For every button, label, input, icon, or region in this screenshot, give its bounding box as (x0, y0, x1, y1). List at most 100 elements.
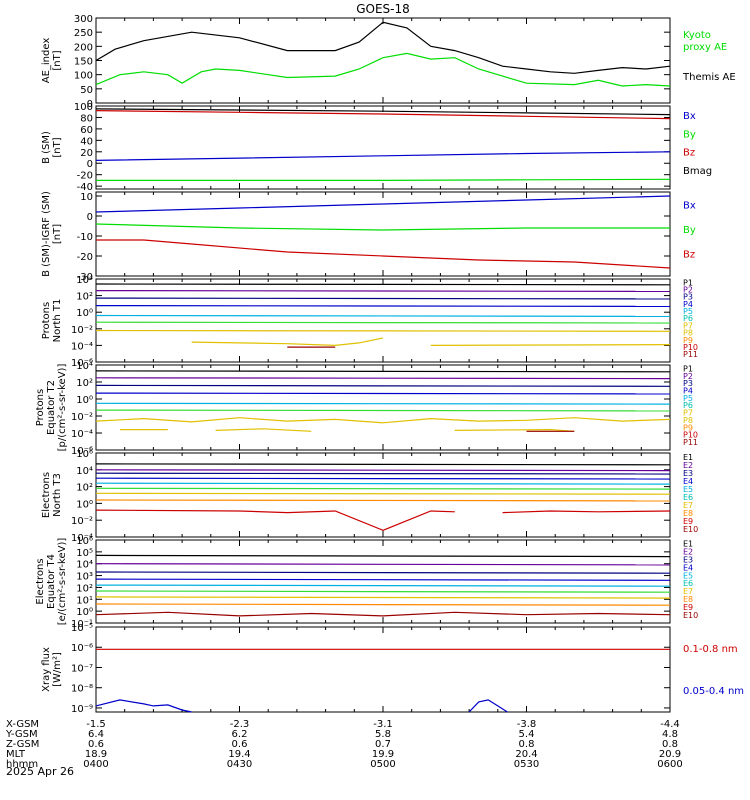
legend-entry: P1 (683, 278, 693, 287)
series-p6 (95, 409, 671, 412)
y-axis-label: Electrons (35, 558, 46, 604)
y-axis-label: B (SM)-IGRF (SM) (41, 191, 52, 277)
legend-entry: Bx (683, 111, 696, 122)
orbit-row-value: 20.4 (515, 749, 537, 760)
y-axis-label: AE_index (41, 38, 52, 84)
legend-entry: Themis AE (682, 72, 736, 83)
date-label: 2025 Apr 26 (6, 765, 74, 778)
y-tick-label: 250 (74, 28, 93, 39)
y-tick-label: 10⁻⁶ (71, 643, 93, 654)
y-tick-label: 10⁻⁷ (71, 663, 93, 674)
y-tick-label: -30 (77, 272, 93, 283)
legend-entry: Bz (683, 250, 695, 261)
y-axis-label: B (SM) (41, 131, 52, 164)
orbit-row-value: -1.5 (86, 719, 106, 730)
y-tick-label: 10² (76, 483, 93, 494)
series-bz (96, 239, 671, 269)
y-tick-label: 20 (80, 148, 93, 159)
orbit-row-value: 5.4 (519, 729, 535, 740)
legend-entry: E5 (683, 571, 693, 580)
series-e7 (95, 596, 671, 599)
legend-entry: 0.05-0.4 nm (683, 686, 744, 697)
y-tick-label: 10⁻⁶ (71, 446, 93, 457)
series-bmag (95, 108, 671, 116)
orbit-row-value: 0600 (657, 759, 682, 770)
orbit-row-value: -2.3 (230, 719, 250, 730)
orbit-row-label: Y-GSM (5, 729, 38, 740)
y-tick-label: 10 (80, 192, 93, 203)
y-axis-label: [nT] (52, 224, 63, 244)
series-p7 (95, 329, 671, 332)
orbit-row-value: -3.1 (373, 719, 393, 730)
series-p9b (215, 428, 312, 432)
legend-entry: Bz (683, 148, 695, 159)
orbit-row-value: 5.8 (375, 729, 391, 740)
legend-entry: P1 (683, 364, 693, 373)
series-p4 (95, 392, 671, 395)
orbit-row-value: 19.4 (228, 749, 250, 760)
y-tick-label: 10⁻⁶ (71, 358, 93, 369)
legend-entry: E2 (683, 461, 693, 470)
y-axis-label: North T1 (52, 299, 63, 343)
y-tick-label: 10⁻⁸ (71, 684, 93, 695)
y-tick-label: 10⁻⁴ (71, 429, 93, 440)
legend-entry: E6 (683, 493, 693, 502)
legend-entry: P3 (683, 379, 693, 388)
legend-entry: E9 (683, 517, 693, 526)
y-axis-label: [e/(cm²-s-sr-keV)] (57, 538, 68, 626)
series-e2 (95, 469, 671, 472)
panel-pe: 10⁻⁶ 10⁻⁴ 10⁻² 10⁰ 10² 10⁴ Protons Equator T2 [p… (35, 361, 698, 457)
y-tick-label: 10⁻² (71, 325, 93, 336)
y-tick-label: 10⁶ (76, 536, 93, 547)
orbit-row-value: 0430 (227, 759, 252, 770)
y-tick-label: 150 (74, 57, 93, 68)
series-e3 (95, 472, 671, 475)
y-axis-label: Protons (35, 389, 46, 426)
y-tick-label: 10⁻² (71, 516, 93, 527)
y-tick-label: 10¹ (76, 595, 93, 606)
legend-entry: P10 (683, 431, 698, 440)
legend-entry: P3 (683, 293, 693, 302)
panel-frame (95, 626, 671, 713)
panel-frame (95, 105, 671, 190)
legend-entry: P7 (683, 321, 693, 330)
series-themis-ae (95, 21, 671, 74)
series-p1 (95, 283, 671, 286)
y-tick-label: 50 (80, 85, 93, 96)
y-tick-label: 300 (74, 14, 93, 25)
legend-entry: E2 (683, 548, 693, 557)
legend-entry: proxy AE (683, 42, 727, 53)
y-tick-label: 10⁻⁵ (71, 623, 93, 634)
series-p3 (95, 297, 671, 300)
y-axis-label: Equator T2 (46, 380, 57, 435)
series-p5 (95, 314, 671, 317)
y-tick-label: 10⁰ (76, 395, 93, 406)
legend-entry: E5 (683, 485, 693, 494)
orbit-row-label: Z-GSM (6, 739, 39, 750)
legend-entry: E7 (683, 587, 693, 596)
series-e6 (95, 590, 671, 593)
legend-entry: E9 (683, 603, 693, 612)
y-tick-label: -10 (77, 232, 93, 243)
series-e6 (95, 487, 671, 490)
y-tick-label: 80 (80, 113, 93, 124)
legend-entry: Kyoto (683, 30, 711, 41)
orbit-row-value: 4.8 (662, 729, 678, 740)
legend-entry: P6 (683, 314, 693, 323)
y-tick-label: 10⁴ (76, 560, 93, 571)
series-p5 (95, 402, 671, 405)
series-e1 (95, 554, 671, 558)
orbit-table: X-GSM -1.5 -2.3 -3.1 -3.8 -4.4 Y-GSM 6.4 6.2 5.8 5… (5, 719, 683, 770)
series-e9 (95, 611, 671, 617)
legend-entry: P2 (683, 285, 693, 294)
y-axis-label: [W/m²] (52, 652, 63, 687)
orbit-row-value: 0.8 (662, 739, 678, 750)
legend-entry: P4 (683, 300, 693, 309)
series-e8 (95, 603, 671, 606)
series-p3 (95, 384, 671, 387)
legend-entry: E10 (683, 525, 698, 534)
y-tick-label: -20 (77, 171, 93, 182)
legend-entry: P8 (683, 329, 693, 338)
